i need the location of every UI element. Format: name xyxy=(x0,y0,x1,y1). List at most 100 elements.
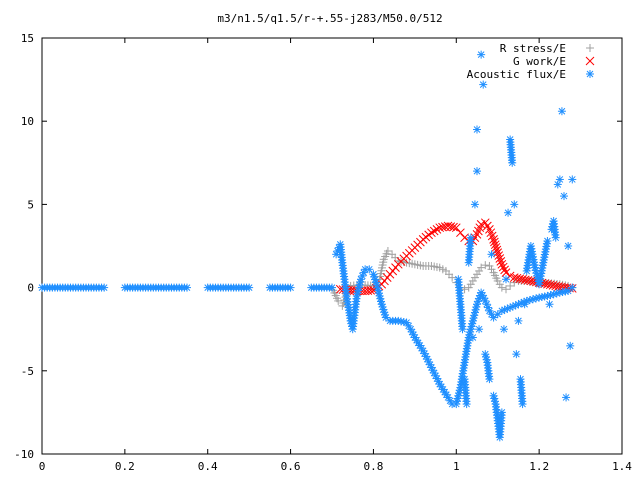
g-work-point xyxy=(491,242,501,252)
acoustic-flux-point xyxy=(499,325,508,334)
g-work-point xyxy=(496,257,506,266)
acoustic-flux-point xyxy=(508,158,517,167)
r-stress-point xyxy=(502,285,510,294)
acoustic-flux-point xyxy=(328,283,336,292)
acoustic-flux-point xyxy=(489,313,498,322)
acoustic-flux-point xyxy=(568,175,577,184)
g-work-point xyxy=(523,276,533,285)
legend-marker xyxy=(585,56,595,66)
x-tick-label: 1.4 xyxy=(612,460,632,473)
acoustic-flux-point xyxy=(286,283,295,292)
acoustic-flux-point xyxy=(100,283,109,292)
legend-label: G work/E xyxy=(513,55,566,68)
acoustic-flux-point xyxy=(562,393,571,402)
acoustic-flux-point xyxy=(462,400,471,409)
acoustic-flux-point xyxy=(493,310,502,319)
acoustic-flux-point xyxy=(545,300,554,309)
g-work-point xyxy=(494,251,504,260)
acoustic-flux-point xyxy=(427,363,436,372)
r-stress-point xyxy=(470,273,479,282)
x-tick-label: 0.8 xyxy=(363,460,383,473)
acoustic-flux-point xyxy=(514,316,523,325)
r-stress-point xyxy=(464,283,473,292)
g-work-point xyxy=(451,223,461,233)
g-work-point xyxy=(490,237,499,247)
g-work-point xyxy=(518,274,527,284)
acoustic-flux-point xyxy=(466,233,475,242)
acoustic-flux-point xyxy=(481,296,490,305)
acoustic-flux-point xyxy=(355,280,364,289)
g-work-point xyxy=(512,273,522,283)
g-work-point xyxy=(497,259,507,269)
acoustic-flux-point xyxy=(458,325,467,334)
r-stress-point xyxy=(493,276,502,285)
g-work-point xyxy=(492,245,502,255)
plot-frame xyxy=(41,37,623,455)
g-work-point xyxy=(435,223,445,233)
acoustic-flux-point xyxy=(473,125,481,134)
acoustic-flux-point xyxy=(564,286,573,295)
r-stress-point xyxy=(495,280,504,289)
g-work-point xyxy=(545,280,555,290)
r-stress-point xyxy=(460,285,469,294)
g-work-point xyxy=(366,286,376,295)
r-stress-point xyxy=(466,280,475,289)
chart-title: m3/n1.5/q1.5/r-+.55-j283/M50.0/512 xyxy=(217,12,442,25)
r-stress-point xyxy=(477,263,486,272)
acoustic-flux-point xyxy=(485,375,494,384)
acoustic-flux-point xyxy=(470,200,479,209)
acoustic-flux-point xyxy=(473,167,481,176)
acoustic-flux-point xyxy=(510,200,519,209)
acoustic-flux-point xyxy=(557,107,566,116)
g-work-point xyxy=(489,234,498,244)
acoustic-flux-point xyxy=(518,400,527,409)
acoustic-flux-point xyxy=(357,275,365,284)
legend-marker xyxy=(586,70,594,78)
acoustic-flux-point xyxy=(381,313,390,322)
r-stress-point xyxy=(510,278,519,287)
axis-ticks: 0 0.2 0.4 0.6 0.8 1 1.2 1.4 -10 -5 0 5 10 15 xyxy=(14,32,632,473)
g-work-point xyxy=(429,226,439,236)
r-stress-point xyxy=(485,261,494,270)
acoustic-flux-point xyxy=(555,175,564,184)
g-work-point xyxy=(456,228,465,238)
x-tick-label: 0.4 xyxy=(198,460,218,473)
g-work-point xyxy=(438,222,447,232)
acoustic-flux-point xyxy=(404,321,413,330)
acoustic-flux-point xyxy=(551,233,560,242)
y-tick-label: -10 xyxy=(14,448,34,461)
y-tick-label: 5 xyxy=(27,198,34,211)
series-layer xyxy=(38,50,577,442)
g-work-point xyxy=(498,262,508,272)
x-tick-label: 1.2 xyxy=(529,460,549,473)
acoustic-flux-point xyxy=(365,265,374,274)
acoustic-flux-point xyxy=(359,268,368,277)
acoustic-flux-point xyxy=(512,350,521,359)
acoustic-flux-point xyxy=(482,300,491,309)
r-stress-point xyxy=(497,283,506,292)
acoustic-flux-point xyxy=(504,208,513,217)
r-stress-point xyxy=(468,276,477,285)
y-tick-label: -5 xyxy=(21,365,34,378)
g-work-point xyxy=(509,273,519,282)
r-stress-point xyxy=(473,270,481,279)
g-work-point xyxy=(449,222,458,232)
acoustic-flux-point xyxy=(497,408,506,417)
x-tick-label: 0 xyxy=(39,460,46,473)
g-work-point xyxy=(446,222,456,231)
x-tick-label: 0.2 xyxy=(115,460,135,473)
acoustic-flux-point xyxy=(432,374,441,383)
g-work-point xyxy=(490,240,500,250)
acoustic-flux-point xyxy=(475,325,484,334)
y-tick-label: 15 xyxy=(21,32,34,45)
g-work-point xyxy=(554,282,563,291)
acoustic-flux-point xyxy=(543,237,552,246)
r-stress-point xyxy=(506,281,515,290)
acoustic-flux-point xyxy=(520,300,529,309)
acoustic-flux-point xyxy=(566,341,575,350)
g-work-point xyxy=(495,254,505,263)
acoustic-flux-point xyxy=(502,275,510,284)
